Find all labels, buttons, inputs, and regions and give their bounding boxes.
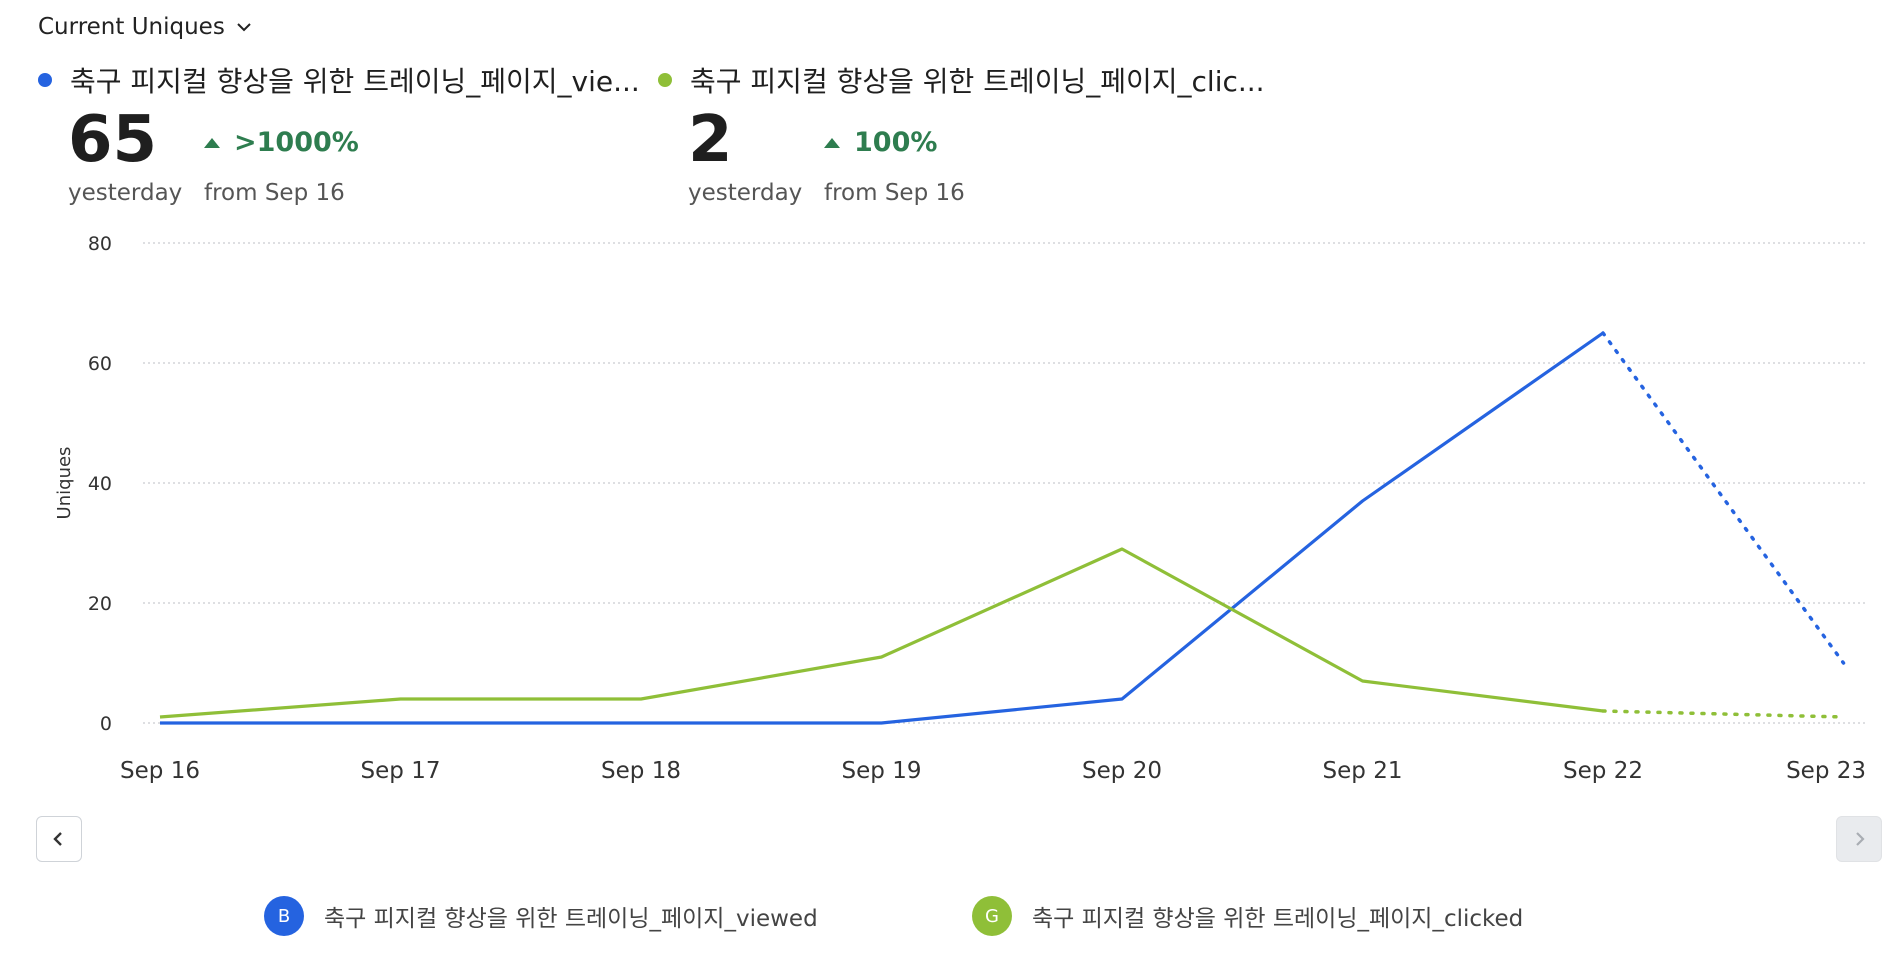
- y-tick-label: 40: [88, 473, 112, 495]
- legend-item-viewed[interactable]: B 축구 피지컬 향상을 위한 트레이닝_페이지_viewed: [264, 896, 818, 936]
- y-tick-label: 0: [100, 713, 112, 735]
- series-delta-value: >1000%: [234, 127, 359, 158]
- x-tick-label: Sep 21: [1323, 758, 1403, 784]
- series-header-clicked[interactable]: 축구 피지컬 향상을 위한 트레이닝_페이지_clic...: [658, 60, 1265, 100]
- legend-badge: G: [972, 896, 1012, 936]
- series-delta-caption: from Sep 16: [824, 180, 965, 206]
- up-arrow-icon: [824, 137, 840, 148]
- series-line-0: [160, 331, 1604, 725]
- x-tick-label: Sep 17: [361, 758, 441, 784]
- y-tick-label: 20: [88, 593, 112, 615]
- chevron-left-icon: [53, 832, 62, 846]
- next-page-button[interactable]: [1836, 816, 1882, 862]
- chevron-right-icon: [1856, 832, 1865, 846]
- metric-selector-label: Current Uniques: [38, 14, 225, 40]
- y-tick-label: 60: [88, 353, 112, 375]
- x-tick-label: Sep 23: [1786, 758, 1866, 784]
- up-arrow-icon: [204, 137, 220, 148]
- series-color-dot: [658, 73, 672, 87]
- x-tick-label: Sep 22: [1563, 758, 1643, 784]
- series-line-incomplete-0: [1601, 331, 1846, 665]
- x-tick-label: Sep 20: [1082, 758, 1162, 784]
- legend-label: 축구 피지컬 향상을 위한 트레이닝_페이지_clicked: [1032, 906, 1524, 932]
- series-line-1: [159, 547, 1604, 719]
- x-tick-label: Sep 16: [120, 758, 200, 784]
- series-delta: >1000%: [204, 127, 359, 158]
- metric-selector[interactable]: Current Uniques: [38, 14, 253, 40]
- series-value: 2: [688, 103, 733, 177]
- series-header-viewed[interactable]: 축구 피지컬 향상을 위한 트레이닝_페이지_vie...: [38, 60, 640, 100]
- y-tick-label: 80: [88, 233, 112, 255]
- series-delta-caption: from Sep 16: [204, 180, 345, 206]
- chevron-down-icon: [237, 23, 251, 32]
- x-tick-label: Sep 19: [842, 758, 922, 784]
- series-name: 축구 피지컬 향상을 위한 트레이닝_페이지_vie...: [70, 65, 640, 98]
- prev-page-button[interactable]: [36, 816, 82, 862]
- series-value-caption: yesterday: [688, 180, 803, 206]
- legend-item-clicked[interactable]: G 축구 피지컬 향상을 위한 트레이닝_페이지_clicked: [972, 896, 1523, 936]
- series-line-incomplete-1: [1601, 709, 1846, 719]
- series-name: 축구 피지컬 향상을 위한 트레이닝_페이지_clic...: [690, 65, 1265, 98]
- y-axis-label: Uniques: [54, 447, 75, 520]
- series-delta-value: 100%: [854, 127, 938, 158]
- line-chart: 0 20 40 60 80 Uniques Sep 16 Sep 17 Sep 18 Sep 19…: [54, 233, 1866, 784]
- series-value-caption: yesterday: [68, 180, 183, 206]
- legend-label: 축구 피지컬 향상을 위한 트레이닝_페이지_viewed: [324, 906, 818, 932]
- x-tick-label: Sep 18: [601, 758, 681, 784]
- series-delta: 100%: [824, 127, 937, 158]
- legend-badge: B: [264, 896, 304, 936]
- series-value: 65: [68, 103, 158, 177]
- series-color-dot: [38, 73, 52, 87]
